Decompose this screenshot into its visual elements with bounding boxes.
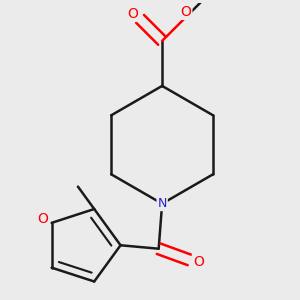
Text: O: O (181, 5, 191, 19)
Text: N: N (158, 197, 167, 210)
Text: O: O (38, 212, 48, 226)
Text: O: O (193, 255, 204, 269)
Text: O: O (128, 7, 139, 21)
